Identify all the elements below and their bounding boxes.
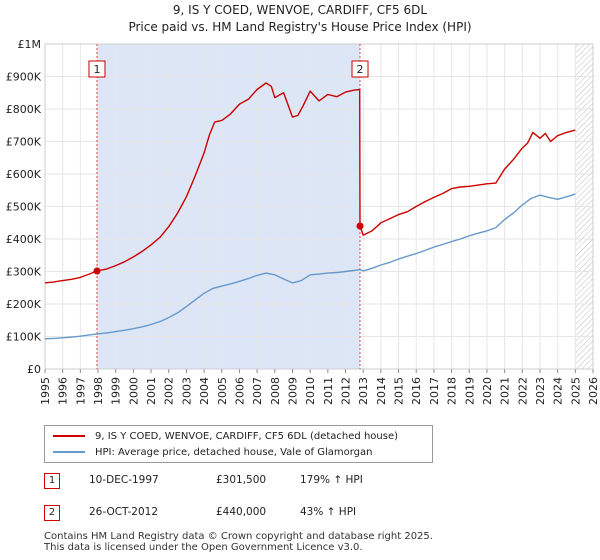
- x-tick-label: 2001: [145, 377, 158, 405]
- legend-swatch-price: [53, 435, 85, 437]
- x-tick-label: 2002: [163, 377, 176, 405]
- x-tick-label: 2005: [216, 377, 229, 405]
- annotation-box: [351, 60, 369, 78]
- y-tick-label: £0: [27, 363, 41, 376]
- sale-price: £301,500: [216, 474, 267, 486]
- x-tick-label: 2008: [269, 377, 282, 405]
- x-tick-label: 2014: [375, 377, 388, 405]
- x-tick-label: 2020: [481, 377, 494, 405]
- y-tick-label: £300K: [6, 266, 42, 279]
- plot-border: [44, 43, 594, 370]
- sale-price: £440,000: [216, 506, 267, 518]
- x-tick-label: 2013: [357, 377, 370, 405]
- x-tick-label: 2003: [180, 377, 193, 405]
- sale-number-badge: 1: [44, 473, 60, 489]
- legend-item-hpi: HPI: Average price, detached house, Vale…: [53, 445, 373, 459]
- x-tick-label: 2021: [499, 377, 512, 405]
- annotation-label: 2: [357, 63, 364, 76]
- sale-hpi-change: 43% ↑ HPI: [300, 506, 357, 518]
- annotation-box: [88, 60, 106, 78]
- x-tick-label: 2024: [552, 377, 565, 405]
- x-tick-label: 1999: [110, 377, 123, 405]
- sale-date: 10-DEC-1997: [89, 474, 159, 486]
- y-tick-label: £700K: [6, 136, 42, 149]
- x-tick-label: 2018: [446, 377, 459, 405]
- x-tick-label: 2016: [410, 377, 423, 405]
- legend-label-price: 9, IS Y COED, WENVOE, CARDIFF, CF5 6DL (…: [95, 430, 399, 442]
- x-tick-label: 2025: [569, 377, 582, 405]
- legend-item-price: 9, IS Y COED, WENVOE, CARDIFF, CF5 6DL (…: [53, 429, 398, 443]
- y-tick-label: £600K: [6, 168, 42, 181]
- y-tick-label: £500K: [6, 201, 42, 214]
- x-tick-label: 1998: [92, 377, 105, 405]
- footer-line-1: Contains HM Land Registry data © Crown c…: [44, 531, 433, 542]
- y-tick-label: £200K: [6, 298, 42, 311]
- x-tick-label: 2015: [393, 377, 406, 405]
- annotation-label: 1: [93, 63, 100, 76]
- sale-number-badge: 2: [44, 505, 60, 521]
- sale-point: [356, 222, 364, 230]
- x-tick-label: 2004: [198, 377, 211, 405]
- y-tick-label: £100K: [6, 331, 42, 344]
- x-tick-label: 2000: [127, 377, 140, 405]
- x-tick-label: 2007: [251, 377, 264, 405]
- x-tick-label: 1995: [39, 377, 52, 405]
- x-tick-label: 2006: [233, 377, 246, 405]
- legend-label-hpi: HPI: Average price, detached house, Vale…: [95, 446, 373, 458]
- x-tick-label: 2011: [322, 377, 335, 405]
- price-paid-line: [44, 82, 576, 284]
- sale-date: 26-OCT-2012: [89, 506, 158, 518]
- legend: 9, IS Y COED, WENVOE, CARDIFF, CF5 6DL (…: [44, 425, 433, 463]
- sale-point: [93, 267, 101, 275]
- x-tick-label: 2026: [587, 377, 600, 405]
- x-tick-label: 2012: [340, 377, 353, 405]
- x-tick-label: 2023: [534, 377, 547, 405]
- x-tick-label: 2010: [304, 377, 317, 405]
- y-tick-label: £400K: [6, 233, 42, 246]
- hpi-line: [44, 193, 576, 340]
- chart-title: 9, IS Y COED, WENVOE, CARDIFF, CF5 6DL: [172, 3, 428, 17]
- x-tick-label: 2009: [286, 377, 299, 405]
- footer-line-2: This data is licensed under the Open Gov…: [44, 542, 363, 553]
- sale-hpi-change: 179% ↑ HPI: [300, 474, 363, 486]
- x-tick-label: 1997: [74, 377, 87, 405]
- x-tick-label: 2019: [463, 377, 476, 405]
- chart-subtitle: Price paid vs. HM Land Registry's House …: [128, 20, 472, 34]
- footer: Contains HM Land Registry data © Crown c…: [44, 531, 433, 553]
- x-tick-label: 2022: [516, 377, 529, 405]
- x-tick-label: 2017: [428, 377, 441, 405]
- y-tick-label: £1M: [18, 38, 42, 51]
- y-tick-label: £900K: [6, 71, 42, 84]
- price-chart: £0 £100K £200K £300K £400K £500K £600K £700K £80…: [6, 38, 600, 405]
- x-tick-label: 1996: [57, 377, 70, 405]
- legend-swatch-hpi: [53, 451, 85, 453]
- y-tick-label: £800K: [6, 103, 42, 116]
